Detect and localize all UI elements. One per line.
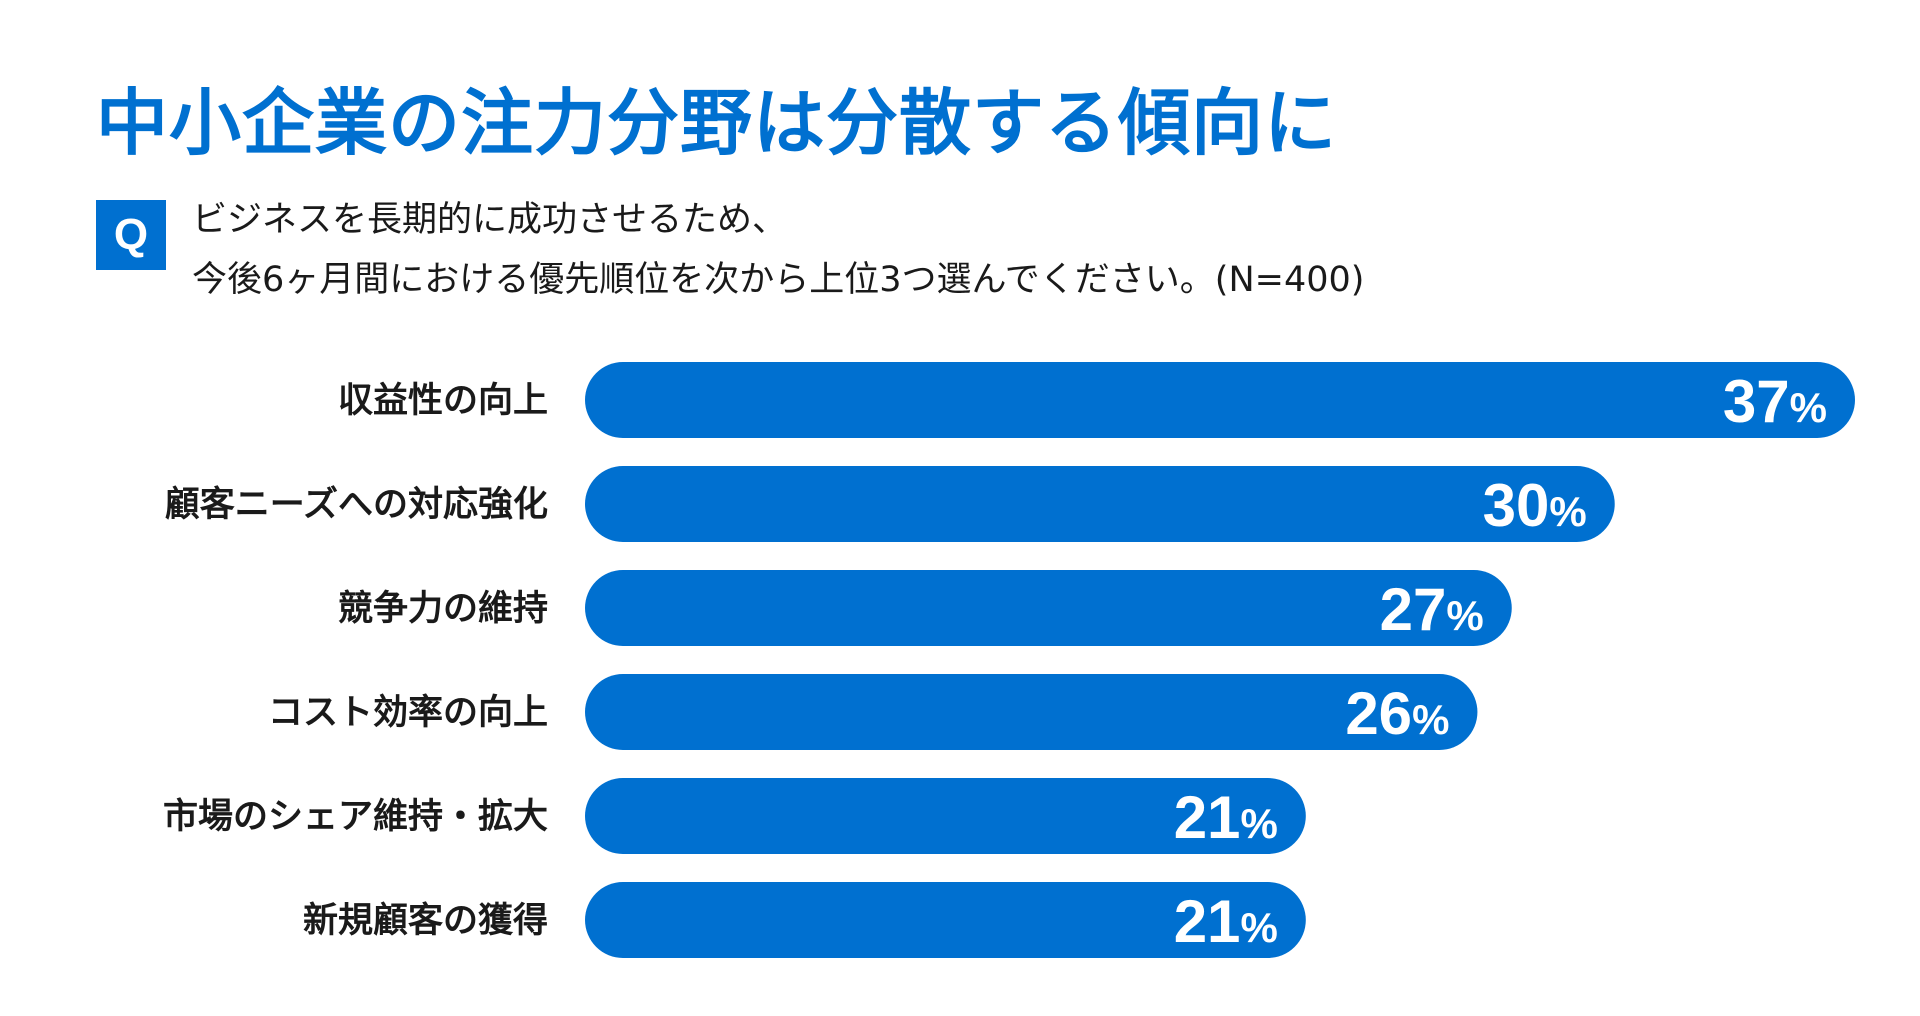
- bar: [585, 674, 1478, 750]
- value-label: 30%: [1483, 472, 1587, 539]
- category-label: 新規顧客の獲得: [303, 900, 548, 941]
- value-label: 37%: [1723, 368, 1827, 435]
- bar: [585, 882, 1306, 958]
- question-line-1: ビジネスを長期的に成功させるため、: [192, 200, 788, 240]
- bar: [585, 570, 1512, 646]
- question-badge: Q: [96, 200, 166, 270]
- bar: [585, 362, 1855, 438]
- category-label: 顧客ニーズへの対応強化: [165, 484, 548, 525]
- category-label: 市場のシェア維持・拡大: [163, 797, 548, 837]
- value-label: 21%: [1174, 888, 1278, 955]
- category-label: 競争力の維持: [338, 589, 548, 629]
- value-label: 27%: [1380, 576, 1484, 643]
- question-text: ビジネスを長期的に成功させるため、 今後6ヶ月間における優先順位を次から上位3つ…: [192, 190, 1364, 310]
- bar: [585, 778, 1306, 854]
- value-label: 26%: [1345, 680, 1449, 747]
- value-label: 21%: [1174, 784, 1278, 851]
- page-title: 中小企業の注力分野は分散する傾向に: [96, 81, 1338, 165]
- question-line-2: 今後6ヶ月間における優先順位を次から上位3つ選んでください。(N=400): [192, 260, 1365, 300]
- category-label: コスト効率の向上: [268, 693, 548, 733]
- category-label: 収益性の向上: [338, 381, 548, 421]
- bar: [585, 466, 1615, 542]
